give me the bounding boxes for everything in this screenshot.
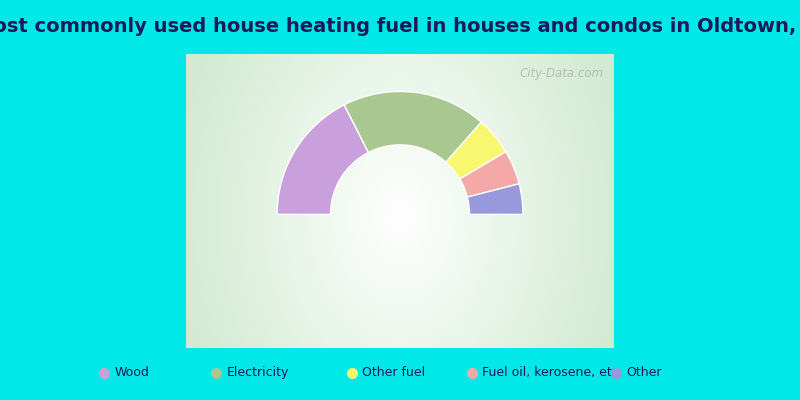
Wedge shape [460, 152, 519, 197]
Wedge shape [467, 184, 523, 214]
Text: Most commonly used house heating fuel in houses and condos in Oldtown, ID: Most commonly used house heating fuel in… [0, 18, 800, 36]
Text: Wood: Wood [114, 366, 150, 380]
Text: Other: Other [626, 366, 662, 380]
Text: City-Data.com: City-Data.com [519, 67, 603, 80]
Wedge shape [344, 92, 482, 162]
Text: Fuel oil, kerosene, etc.: Fuel oil, kerosene, etc. [482, 366, 623, 380]
Text: Electricity: Electricity [226, 366, 289, 380]
Wedge shape [446, 122, 506, 179]
Wedge shape [277, 105, 369, 214]
Text: Other fuel: Other fuel [362, 366, 426, 380]
